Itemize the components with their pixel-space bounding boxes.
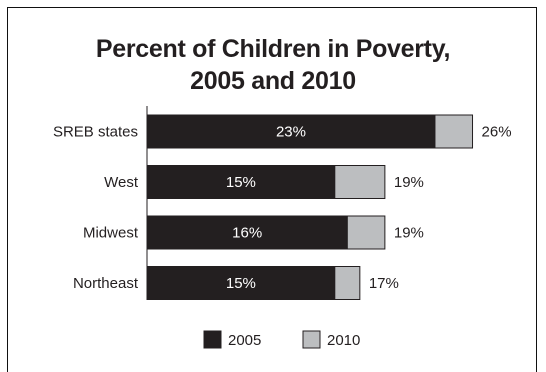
data-label-2005: 15% xyxy=(226,275,256,292)
category-label: West xyxy=(104,174,139,191)
category-label: Northeast xyxy=(73,275,139,292)
chart-title: Percent of Children in Poverty, xyxy=(95,35,451,63)
data-label-2005: 23% xyxy=(276,124,306,141)
bar-2005 xyxy=(146,215,348,250)
data-label-2005: 15% xyxy=(226,174,256,191)
data-label-2010: 19% xyxy=(394,174,424,191)
data-label-2005: 16% xyxy=(232,225,262,242)
data-label-2010: 26% xyxy=(482,124,512,141)
chart-subtitle: 2005 and 2010 xyxy=(190,67,356,95)
legend-label-2010: 2010 xyxy=(327,332,360,349)
data-label-2010: 17% xyxy=(369,275,399,292)
legend-label-2005: 2005 xyxy=(228,332,261,349)
chart-frame xyxy=(7,7,537,372)
bar-2005 xyxy=(146,114,436,149)
data-label-2010: 19% xyxy=(394,225,424,242)
bar-2005 xyxy=(146,165,336,199)
bar-2005 xyxy=(146,266,336,300)
category-label: Midwest xyxy=(83,225,139,242)
category-label: SREB states xyxy=(53,124,138,141)
legend-swatch-2010 xyxy=(302,330,321,349)
legend-swatch-2005 xyxy=(203,330,222,349)
